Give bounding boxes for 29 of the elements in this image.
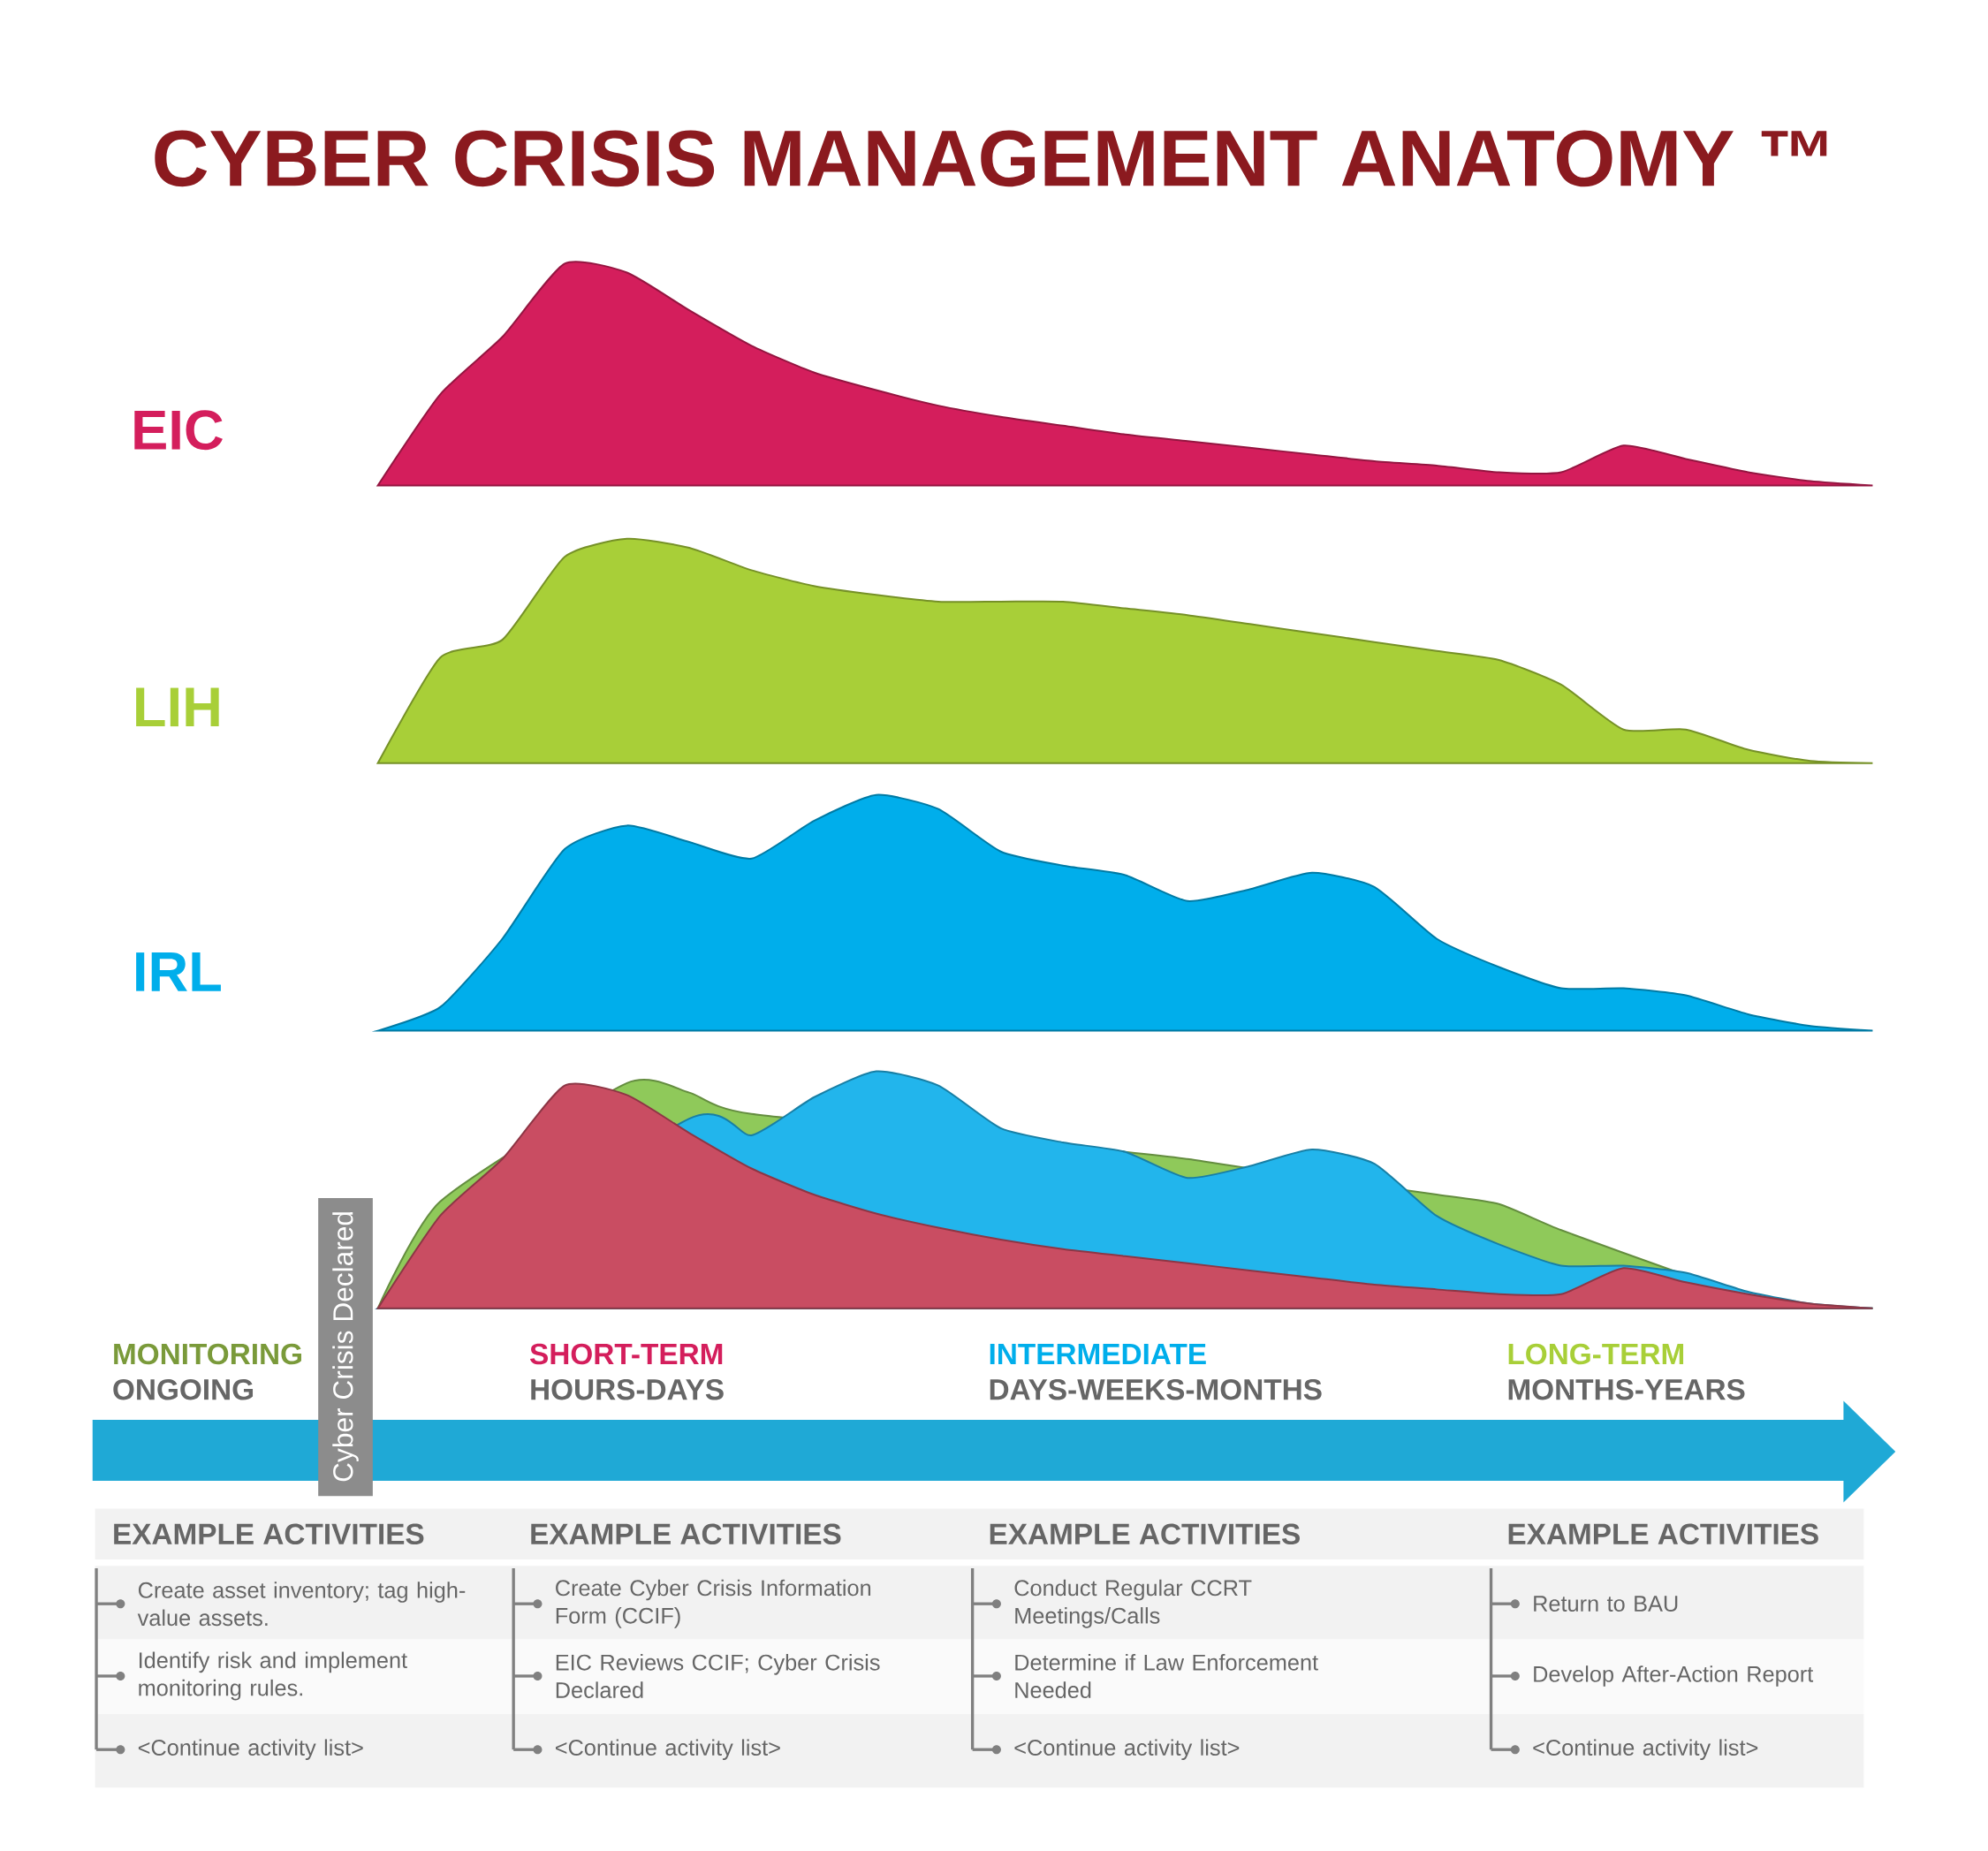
text: Return to BAU <box>1534 1596 1678 1612</box>
text: Determine if Law Enforcement Needed <box>1015 1654 1318 1698</box>
text: Create asset inventory; tag high-value assets. <box>137 1582 466 1627</box>
text: <Continue activity list> <box>138 1739 363 1761</box>
text: EXAMPLE ACTIVITIES <box>990 1523 1300 1545</box>
text: Conduct Regular CCRT Meetings/Calls <box>1014 1579 1252 1628</box>
text: SHORT-TERM <box>529 1343 723 1365</box>
annotation: Cyber Crisis Declared <box>332 1212 359 1482</box>
text: LIH <box>136 687 219 727</box>
text: INTERMEDIATE <box>990 1344 1206 1364</box>
text: <Continue activity list> <box>1014 1739 1240 1761</box>
text: ONGOING <box>113 1378 254 1400</box>
text: LONG-TERM <box>1508 1343 1684 1365</box>
text: HOURS-DAYS <box>531 1378 724 1400</box>
text: MONTHS-YEARS <box>1508 1378 1745 1400</box>
chart-title: CYBER CRISIS MANAGEMENT ANATOMY ™ <box>155 130 1827 187</box>
text: MONITORING <box>114 1343 301 1365</box>
text: DAYS-WEEKS-MONTHS <box>990 1378 1322 1400</box>
text: EXAMPLE ACTIVITIES <box>1508 1523 1818 1545</box>
text: EIC Reviews CCIF; Cyber Crisis Declared <box>556 1654 880 1698</box>
text: Create Cyber Crisis Information Form (CCIF) <box>556 1579 871 1628</box>
text: IRL <box>136 952 221 991</box>
text: <Continue activity list> <box>1533 1739 1758 1761</box>
text: Identify risk and implement monitoring rules. <box>139 1651 407 1701</box>
text: <Continue activity list> <box>556 1739 780 1761</box>
text: Develop After-Action Report <box>1534 1665 1814 1687</box>
text: EXAMPLE ACTIVITIES <box>531 1523 841 1545</box>
text: EXAMPLE ACTIVITIES <box>114 1523 424 1545</box>
text: EIC <box>134 410 223 451</box>
